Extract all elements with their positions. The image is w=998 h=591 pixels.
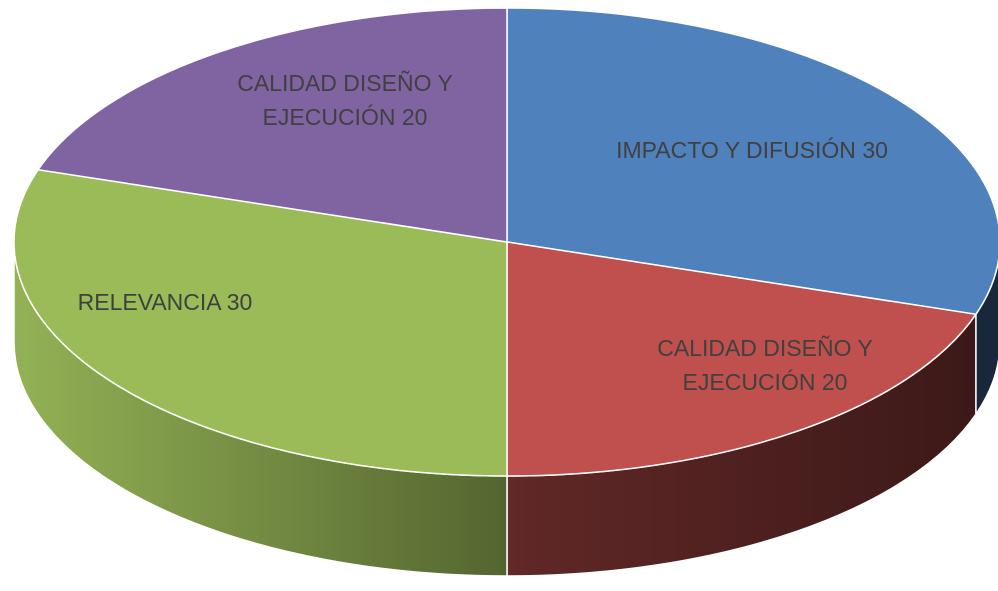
label-value: 20 (821, 369, 848, 395)
label-category: RELEVANCIA (77, 289, 221, 315)
label-value: 30 (226, 289, 253, 315)
slice (13, 168, 508, 477)
data-label: CALIDAD DISEÑO Y EJECUCIÓN 20 (615, 331, 915, 399)
data-label: IMPACTO Y DIFUSIÓN 30 (602, 133, 902, 167)
data-label: RELEVANCIA 30 (15, 285, 315, 319)
label-category: CALIDAD DISEÑO Y EJECUCIÓN (657, 335, 873, 395)
label-category: CALIDAD DISEÑO Y EJECUCIÓN (237, 70, 453, 130)
slice (506, 7, 998, 316)
data-label: CALIDAD DISEÑO Y EJECUCIÓN 20 (195, 66, 495, 134)
label-value: 30 (862, 137, 888, 163)
label-category: IMPACTO Y DIFUSIÓN (616, 137, 856, 163)
label-value: 20 (401, 104, 428, 130)
slice (36, 7, 508, 243)
slice (506, 241, 978, 477)
